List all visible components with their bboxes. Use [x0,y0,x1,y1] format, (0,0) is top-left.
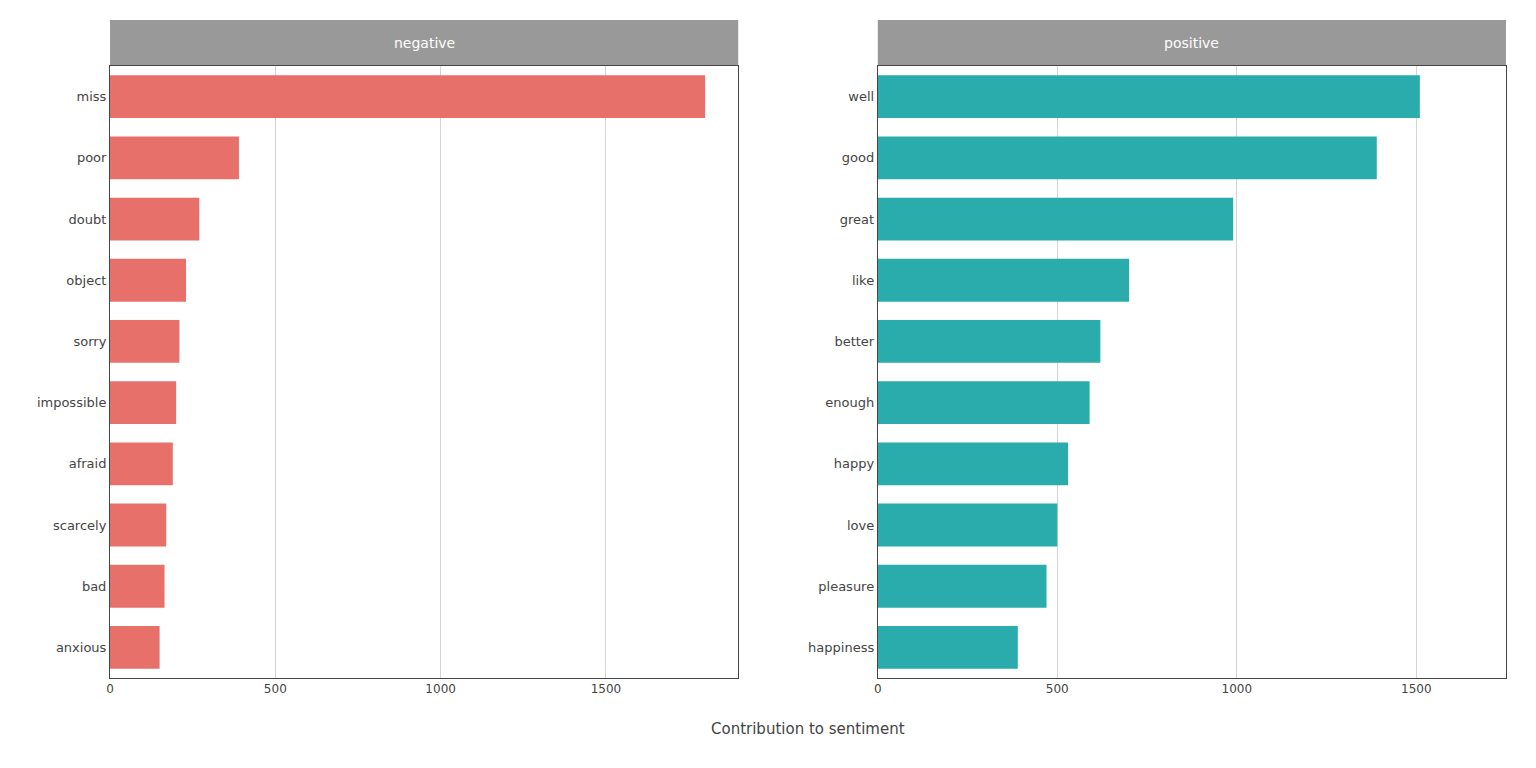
svg-text:pleasure: pleasure [818,579,874,594]
svg-text:poor: poor [77,150,107,165]
svg-text:anxious: anxious [56,640,107,655]
svg-text:negative: negative [394,35,455,51]
svg-text:sorry: sorry [74,334,107,349]
svg-text:love: love [847,518,874,533]
svg-text:500: 500 [264,682,287,696]
svg-text:0: 0 [874,682,882,696]
svg-text:great: great [840,212,874,227]
svg-text:enough: enough [825,395,874,410]
svg-text:doubt: doubt [69,212,107,227]
svg-text:positive: positive [1164,35,1219,51]
svg-text:object: object [66,273,106,288]
svg-text:better: better [834,334,874,349]
svg-text:1000: 1000 [425,682,456,696]
svg-text:0: 0 [106,682,114,696]
svg-text:impossible: impossible [37,395,107,410]
svg-text:like: like [852,273,874,288]
svg-text:bad: bad [82,579,106,594]
svg-text:1000: 1000 [1221,682,1252,696]
svg-text:happiness: happiness [808,640,874,655]
svg-text:Contribution to sentiment: Contribution to sentiment [711,720,905,738]
svg-text:1500: 1500 [1401,682,1432,696]
svg-text:miss: miss [77,89,107,104]
svg-text:good: good [842,150,874,165]
svg-text:well: well [848,89,874,104]
svg-text:1500: 1500 [591,682,622,696]
svg-text:scarcely: scarcely [53,518,107,533]
svg-text:happy: happy [834,456,875,471]
svg-text:afraid: afraid [69,456,107,471]
svg-text:500: 500 [1046,682,1069,696]
